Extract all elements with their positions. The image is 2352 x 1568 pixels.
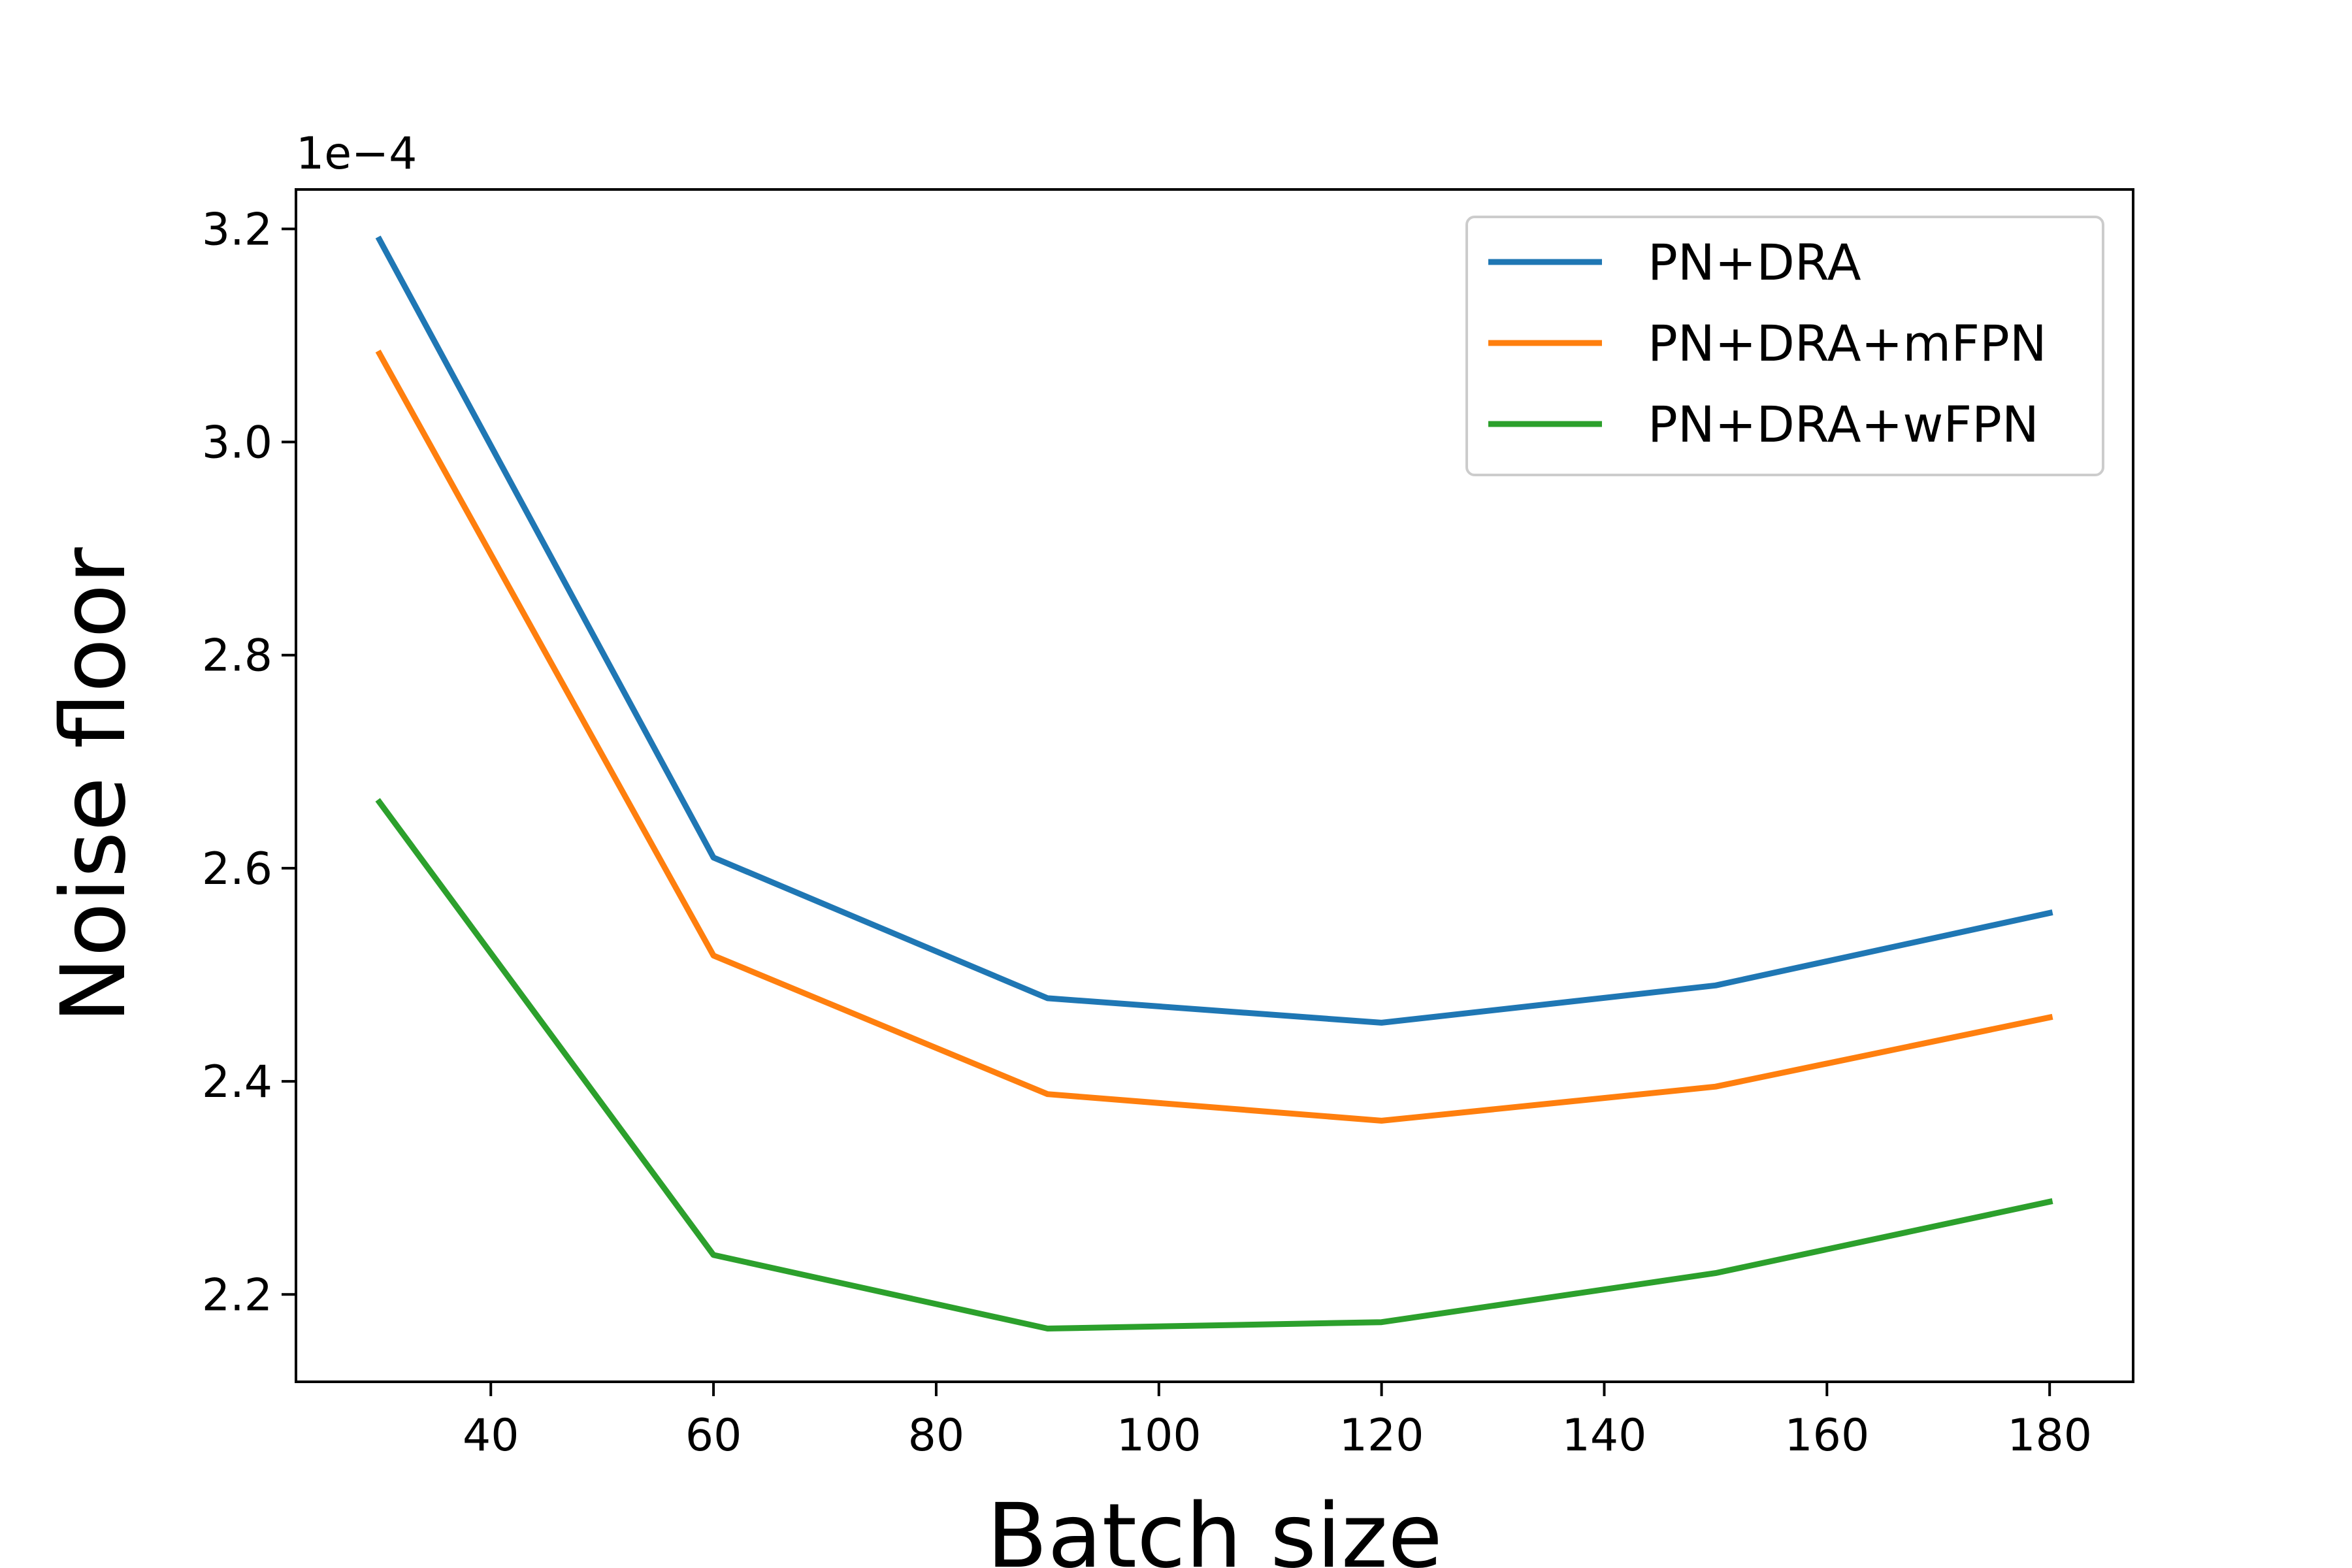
y-offset-label: 1e−4: [296, 128, 417, 180]
y-tick-label: 2.6: [202, 843, 272, 895]
series-line-0: [375, 235, 2053, 1026]
x-tick-label: 60: [685, 1410, 742, 1462]
x-tick-label: 180: [2007, 1410, 2092, 1462]
x-tick-label: 140: [1562, 1410, 1647, 1462]
y-axis-label: Noise floor: [42, 547, 146, 1024]
series-line-1: [375, 350, 2053, 1124]
series-line-2: [375, 798, 2053, 1331]
x-tick-label: 120: [1339, 1410, 1424, 1462]
x-tick-label: 100: [1117, 1410, 1201, 1462]
series-lines: [375, 235, 2053, 1331]
y-axis-ticks: 2.2 2.4 2.6 2.8 3.0 3.2: [202, 204, 296, 1321]
legend-box: [1465, 216, 2104, 476]
y-tick-label: 2.4: [202, 1056, 272, 1108]
y-tick-label: 2.8: [202, 630, 272, 682]
x-axis-ticks: 40 60 80 100 120 140 160 180: [463, 1382, 2092, 1462]
y-tick-label: 3.0: [202, 417, 272, 469]
plot-frame: [295, 188, 2134, 1383]
x-axis-label: Batch size: [987, 1485, 1443, 1568]
legend-label: PN+DRA+wFPN: [1648, 395, 2039, 453]
legend: PN+DRA PN+DRA+mFPN PN+DRA+wFPN: [1465, 216, 2104, 476]
legend-label: PN+DRA+mFPN: [1648, 314, 2047, 372]
y-tick-label: 3.2: [202, 204, 272, 255]
y-tick-label: 2.2: [202, 1269, 272, 1321]
x-tick-label: 80: [908, 1410, 965, 1462]
legend-label: PN+DRA: [1648, 233, 1861, 291]
x-tick-label: 160: [1784, 1410, 1869, 1462]
x-tick-label: 40: [463, 1410, 519, 1462]
